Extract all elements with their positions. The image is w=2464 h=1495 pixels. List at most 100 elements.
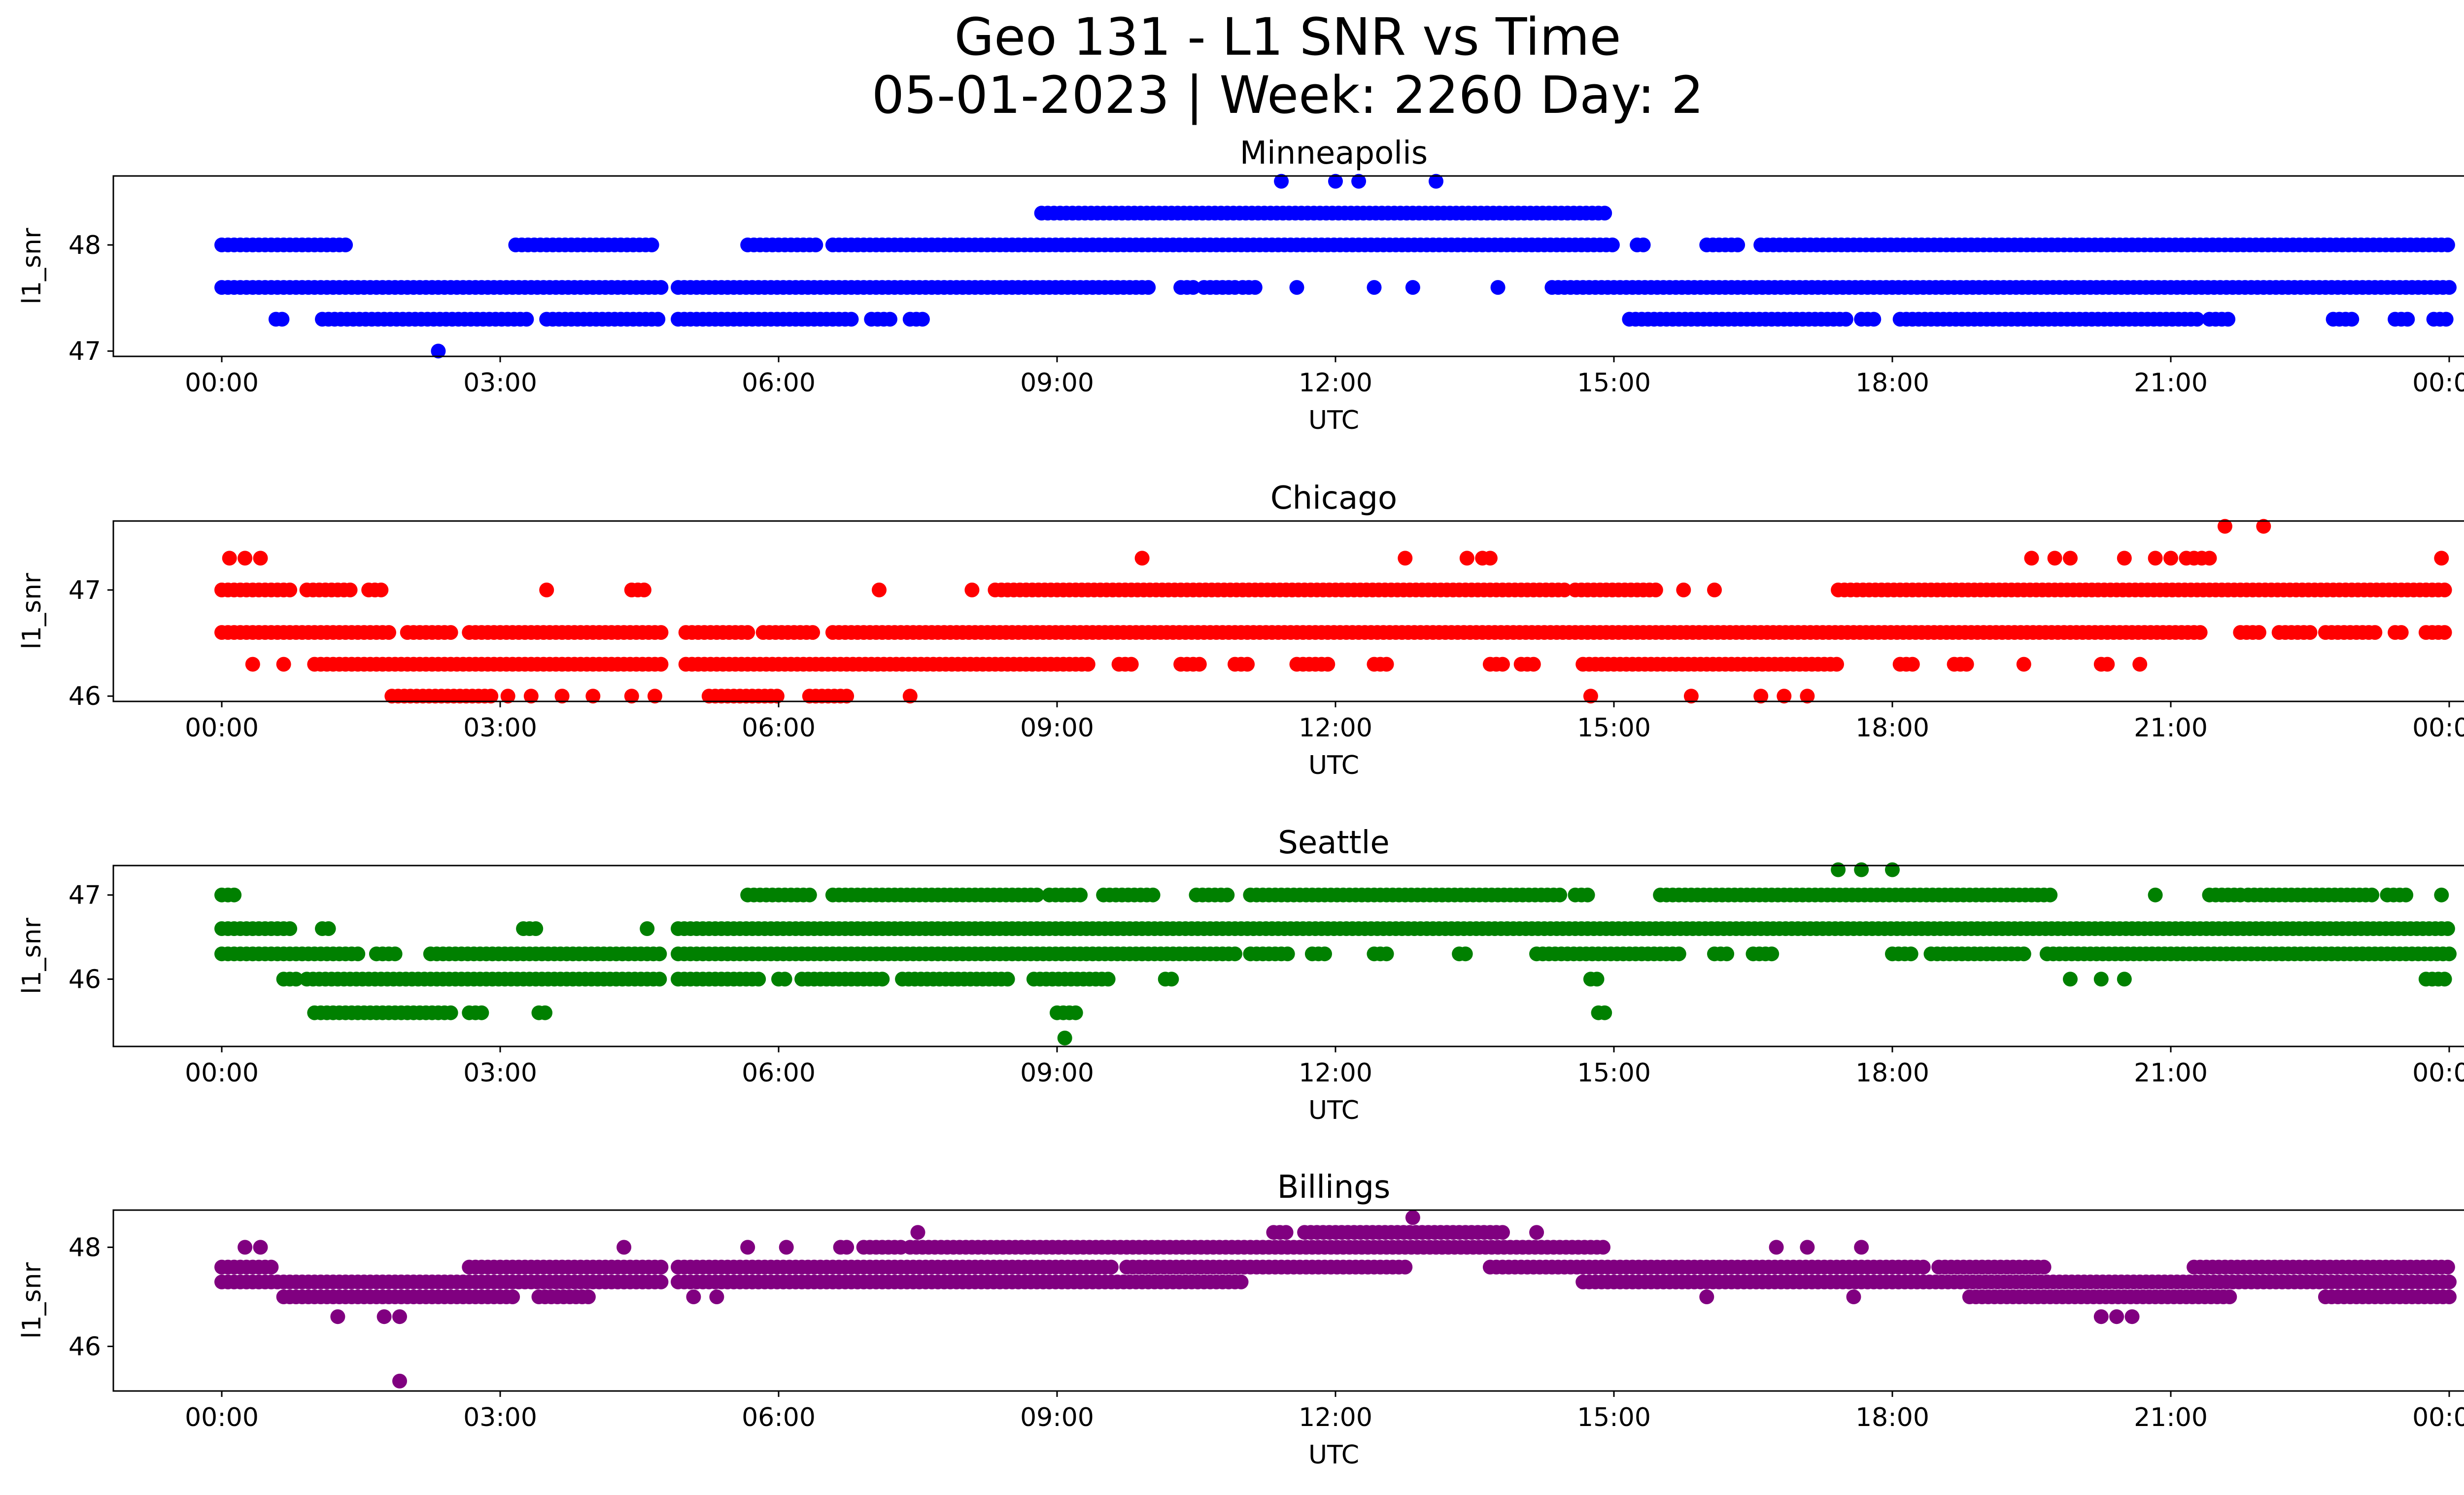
data-point [1959, 657, 1974, 672]
x-tick-label: 12:00 [1299, 1403, 1372, 1432]
subplot-title: Seattle [1278, 825, 1390, 861]
data-point [585, 689, 601, 704]
data-point [528, 921, 544, 936]
data-point [2024, 551, 2039, 566]
data-point [1289, 280, 1304, 295]
x-tick-label: 12:00 [1299, 713, 1372, 743]
y-tick-label: 48 [68, 1233, 101, 1262]
x-tick-label: 15:00 [1577, 1058, 1651, 1088]
data-point [2043, 887, 2058, 903]
subplot-billings: Billings 00:00 03:00 06:00 09:00 12:00 15:00 18… [17, 1169, 2464, 1470]
data-point [1800, 1240, 1815, 1255]
data-point [1482, 551, 1498, 566]
data-point [245, 657, 260, 672]
x-tick-label: 09:00 [1020, 1403, 1094, 1432]
data-point [1526, 657, 1541, 672]
data-point [636, 582, 651, 597]
data-point [1186, 280, 1201, 295]
x-tick-label: 00:00 [185, 1058, 259, 1088]
data-point [581, 1289, 596, 1304]
data-point [686, 1289, 701, 1304]
data-point [1529, 1225, 1544, 1240]
data-point [1405, 280, 1420, 295]
data-point [2434, 551, 2449, 566]
data-point [1854, 1240, 1869, 1255]
data-point [1057, 1030, 1072, 1045]
data-point [2442, 946, 2457, 962]
data-point [253, 1240, 268, 1255]
data-point [227, 887, 242, 903]
data-point [751, 972, 766, 987]
data-point [1597, 1005, 1612, 1020]
x-tick-label: 00:00 [2412, 713, 2464, 743]
x-tick-label: 21:00 [2134, 1058, 2208, 1088]
data-point [624, 689, 639, 704]
y-tick-label: 47 [68, 881, 101, 910]
data-point [802, 887, 817, 903]
subplot-seattle: Seattle 00:00 03:00 06:00 09:00 12:00 15:00 18:… [17, 825, 2464, 1125]
data-point [2192, 625, 2208, 640]
data-point [2163, 551, 2178, 566]
data-point [1829, 657, 1844, 672]
data-point [1854, 862, 1869, 877]
plot-frame [112, 865, 2464, 1047]
data-point [2364, 887, 2380, 903]
x-tick-label: 21:00 [2134, 368, 2208, 398]
data-point [274, 312, 290, 327]
data-point [1029, 887, 1045, 903]
y-tick-label: 46 [68, 682, 101, 711]
data-point [2217, 519, 2232, 534]
data-point [644, 237, 659, 252]
data-point [350, 946, 366, 962]
data-point [2398, 887, 2414, 903]
data-point [779, 1240, 794, 1255]
data-point [288, 972, 304, 987]
data-point [2063, 551, 2078, 566]
data-point [342, 582, 358, 597]
y-axis-label: l1_snr [17, 917, 47, 994]
data-point [964, 582, 980, 597]
data-point [2190, 312, 2205, 327]
data-point [539, 582, 554, 597]
data-point [2202, 551, 2217, 566]
data-point [1317, 946, 1332, 962]
data-point [2222, 1289, 2237, 1304]
data-point [1233, 1274, 1249, 1289]
data-point [2063, 972, 2078, 987]
data-point [2440, 237, 2455, 252]
data-point [740, 1240, 755, 1255]
data-point [1846, 1289, 1861, 1304]
data-point [2117, 972, 2132, 987]
y-axis-label: l1_snr [17, 573, 47, 650]
y-tick-label: 46 [68, 1332, 101, 1362]
data-point [777, 972, 792, 987]
data-point [2148, 551, 2163, 566]
data-point [1220, 887, 1235, 903]
data-point [1124, 657, 1139, 672]
data-point [2148, 887, 2163, 903]
data-point [1903, 946, 1918, 962]
data-point [2394, 625, 2409, 640]
data-point [2124, 1309, 2140, 1324]
data-point [1648, 582, 1663, 597]
data-point [1367, 280, 1382, 295]
data-point [443, 625, 458, 640]
plot-frame [112, 1209, 2464, 1392]
data-point [2100, 657, 2115, 672]
data-point [1429, 174, 1443, 189]
data-point [1764, 946, 1780, 962]
y-axis-label: l1_snr [17, 228, 47, 305]
x-tick-label: 06:00 [742, 1403, 816, 1432]
data-point [238, 1240, 253, 1255]
data-point [2036, 1259, 2052, 1275]
data-point [1557, 582, 1572, 597]
data-point [1000, 972, 1015, 987]
data-point [474, 1005, 489, 1020]
data-point [872, 582, 887, 597]
x-tick-label: 09:00 [1020, 368, 1094, 398]
data-point [1351, 174, 1367, 189]
data-point [2367, 625, 2383, 640]
data-point [2016, 657, 2031, 672]
x-tick-label: 12:00 [1299, 1058, 1372, 1088]
data-point [1676, 582, 1691, 597]
